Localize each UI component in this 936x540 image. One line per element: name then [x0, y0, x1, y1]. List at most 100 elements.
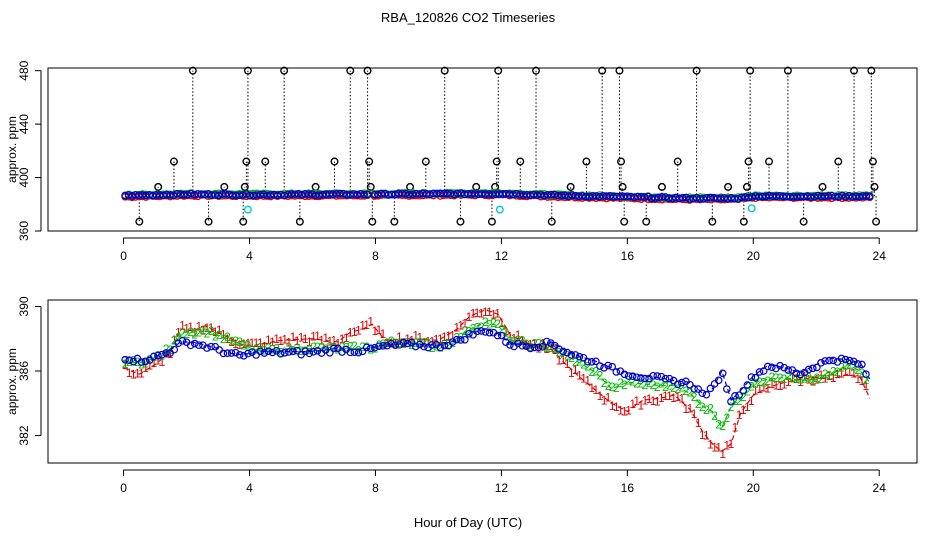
spike-point — [456, 217, 465, 226]
series-point — [559, 347, 567, 356]
series-point: 2 — [482, 315, 489, 329]
spike-point — [154, 182, 163, 191]
series-point — [678, 378, 686, 387]
series-point: 2 — [539, 338, 546, 352]
series-point: 1 — [441, 330, 448, 344]
series-point — [219, 349, 228, 358]
spike-point — [724, 182, 733, 191]
series-point: 1 — [515, 328, 522, 342]
series-point — [620, 370, 629, 379]
series-point — [608, 362, 617, 371]
series-point: 1 — [572, 363, 579, 377]
spike-point — [532, 66, 541, 75]
series-point: 2 — [433, 340, 440, 354]
series-point: 2 — [805, 371, 812, 385]
series-point: 1 — [621, 404, 628, 418]
series-point: 1 — [138, 367, 145, 381]
series-point: 2 — [335, 343, 342, 357]
series-point — [804, 365, 813, 374]
x-axis-label: Hour of Day (UTC) — [414, 515, 522, 530]
series-point: 1 — [363, 318, 370, 332]
series-point: 1 — [556, 354, 563, 368]
series-point: 2 — [122, 357, 129, 371]
series-point — [518, 341, 526, 350]
spike-point — [243, 66, 252, 75]
series-point: 2 — [277, 345, 284, 359]
series-point — [759, 367, 768, 375]
series-point: 1 — [380, 327, 387, 341]
series-point: 2 — [814, 371, 821, 385]
series-point: 2 — [756, 375, 763, 389]
series-point — [542, 337, 551, 346]
series-point: 1 — [568, 366, 575, 380]
series-point — [350, 348, 359, 356]
series-point — [669, 376, 678, 385]
series-point — [555, 345, 563, 353]
series-point — [195, 341, 203, 349]
band-point — [398, 189, 407, 198]
band-point — [304, 190, 313, 199]
series-point — [407, 338, 416, 347]
series-point: 1 — [728, 437, 735, 451]
series-point: 1 — [617, 403, 624, 417]
series-point: 1 — [593, 383, 600, 397]
y-axis: 382 386 390 — [17, 296, 42, 446]
series-point — [534, 343, 543, 352]
spike-point — [799, 217, 808, 226]
series-point: 2 — [392, 336, 399, 350]
band-point — [225, 190, 233, 199]
band-point — [696, 195, 704, 203]
series-point: 1 — [331, 333, 338, 347]
series-point: 2 — [670, 381, 677, 395]
series-point: 2 — [801, 372, 808, 386]
series-point: 1 — [814, 372, 821, 386]
series-point — [673, 380, 682, 389]
series-point — [813, 363, 821, 372]
series-point: 2 — [863, 373, 870, 387]
series-point: 2 — [764, 374, 771, 388]
spike-point — [366, 182, 375, 191]
series-point — [596, 362, 604, 370]
x-tick-label: 8 — [372, 249, 379, 263]
spike-point — [188, 66, 197, 75]
series-point: 2 — [519, 334, 526, 348]
series-point — [845, 356, 854, 365]
series-point: 1 — [159, 355, 166, 369]
band-point — [381, 189, 389, 198]
series-point: 2 — [347, 339, 354, 353]
series-point — [530, 343, 539, 352]
series-point: 1 — [625, 403, 632, 417]
series-point: 2 — [142, 356, 149, 370]
series-point: 2 — [769, 370, 776, 384]
series-line — [123, 309, 871, 453]
series-point: 1 — [478, 307, 485, 321]
series-point — [280, 349, 289, 357]
series-point: 2 — [715, 417, 722, 431]
series-point: 1 — [838, 366, 845, 380]
series-point — [506, 341, 514, 349]
spike-point — [204, 217, 213, 226]
series-point: 1 — [326, 335, 333, 349]
series-point: 2 — [138, 357, 145, 371]
series-point: 2 — [208, 324, 215, 338]
series-point — [223, 349, 232, 358]
series-point: 2 — [793, 372, 800, 386]
series-point: 1 — [261, 340, 268, 354]
series-point: 1 — [265, 333, 272, 347]
series-point — [264, 347, 273, 355]
series-point: 1 — [822, 372, 829, 386]
series-point: 1 — [769, 377, 776, 391]
spike-markers — [135, 66, 881, 226]
series-point: 1 — [842, 365, 849, 379]
series-point — [514, 339, 522, 348]
series-point: 1 — [519, 334, 526, 348]
series-point: 1 — [175, 325, 182, 339]
series-point: 2 — [740, 390, 747, 404]
series-point: 1 — [408, 334, 415, 348]
series-point: 2 — [220, 332, 227, 346]
series-point — [768, 363, 776, 372]
series-point: 1 — [146, 359, 153, 373]
series-point: 2 — [650, 378, 657, 392]
series-point: 1 — [310, 330, 317, 344]
y-tick-label: 390 — [17, 296, 31, 316]
